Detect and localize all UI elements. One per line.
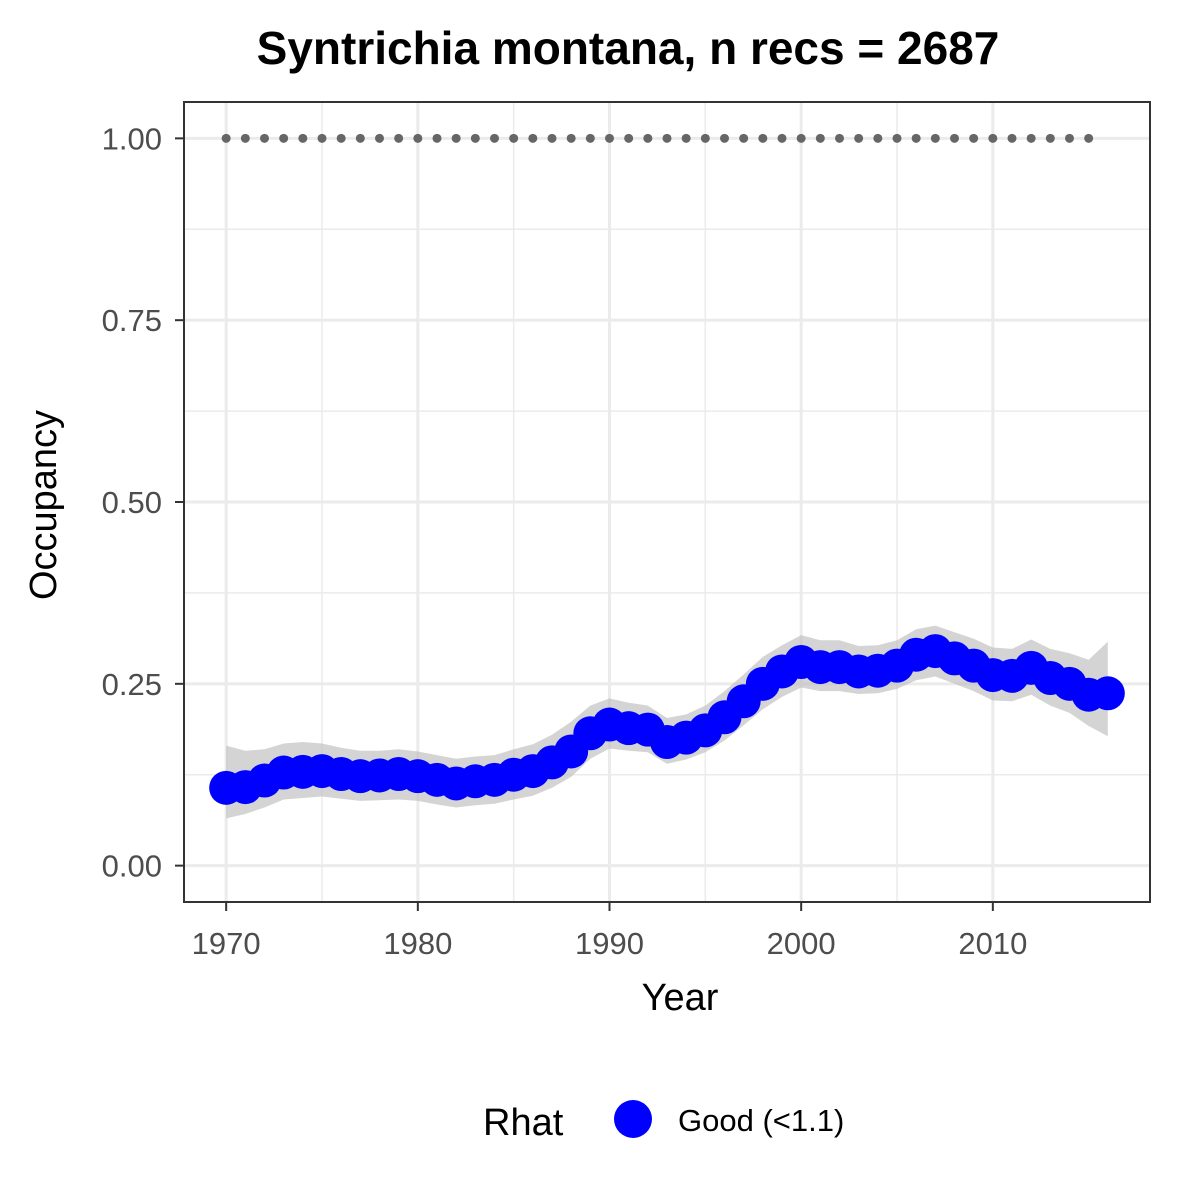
reference-point — [336, 133, 346, 143]
reference-point — [930, 133, 940, 143]
reference-point — [547, 133, 557, 143]
reference-point — [470, 133, 480, 143]
reference-point — [509, 133, 519, 143]
reference-point — [1026, 133, 1036, 143]
y-tick-label: 1.00 — [102, 121, 162, 156]
x-tick-label: 1970 — [192, 926, 261, 961]
reference-point — [394, 133, 404, 143]
reference-point — [796, 133, 806, 143]
reference-point — [490, 133, 499, 143]
reference-point — [988, 133, 998, 143]
reference-point — [355, 133, 365, 143]
reference-point — [451, 133, 461, 143]
reference-point — [1007, 133, 1017, 143]
reference-point — [950, 133, 959, 143]
reference-point — [279, 133, 289, 143]
legend-title: Rhat — [483, 1102, 564, 1144]
y-tick-label: 0.75 — [102, 303, 162, 338]
x-tick-label: 1980 — [383, 926, 452, 961]
reference-point — [240, 133, 250, 143]
reference-point — [815, 133, 825, 143]
reference-point — [566, 133, 576, 143]
legend: Rhat Good (<1.1) — [483, 1100, 844, 1144]
reference-points — [221, 133, 1094, 143]
y-axis-ticks: 0.00 0.25 0.50 0.75 1.00 — [102, 121, 184, 884]
y-axis-title: Occupancy — [23, 410, 65, 600]
reference-point — [911, 133, 921, 143]
reference-point — [758, 133, 768, 143]
y-tick-label: 0.25 — [102, 667, 162, 702]
reference-point — [260, 133, 269, 143]
reference-point — [605, 133, 614, 143]
reference-point — [432, 133, 442, 143]
chart-title: Syntrichia montana, n recs = 2687 — [257, 22, 1000, 74]
data-point — [1090, 676, 1125, 711]
reference-point — [681, 133, 691, 143]
occupancy-points — [209, 634, 1125, 805]
x-tick-label: 2010 — [958, 926, 1027, 961]
x-tick-label: 1990 — [575, 926, 644, 961]
x-axis-title: Year — [642, 977, 719, 1019]
reference-point — [643, 133, 653, 143]
reference-point — [624, 133, 634, 143]
reference-point — [835, 133, 844, 143]
reference-point — [375, 133, 384, 143]
reference-point — [662, 133, 672, 143]
reference-point — [892, 133, 902, 143]
reference-point — [317, 133, 327, 143]
reference-point — [873, 133, 883, 143]
reference-point — [969, 133, 979, 143]
reference-point — [1045, 133, 1055, 143]
reference-point — [854, 133, 864, 143]
legend-label-good: Good (<1.1) — [678, 1103, 844, 1138]
reference-point — [739, 133, 749, 143]
reference-point — [720, 133, 729, 143]
reference-point — [528, 133, 538, 143]
x-tick-label: 2000 — [767, 926, 836, 961]
legend-key-good — [614, 1100, 652, 1138]
y-tick-label: 0.50 — [102, 485, 162, 520]
reference-point — [1065, 133, 1074, 143]
reference-point — [298, 133, 308, 143]
y-tick-label: 0.00 — [102, 849, 162, 884]
x-axis-ticks: 1970 1980 1990 2000 2010 — [192, 902, 1027, 961]
reference-point — [221, 133, 231, 143]
reference-point — [413, 133, 423, 143]
reference-point — [1084, 133, 1094, 143]
reference-point — [700, 133, 710, 143]
reference-point — [777, 133, 787, 143]
reference-point — [585, 133, 595, 143]
